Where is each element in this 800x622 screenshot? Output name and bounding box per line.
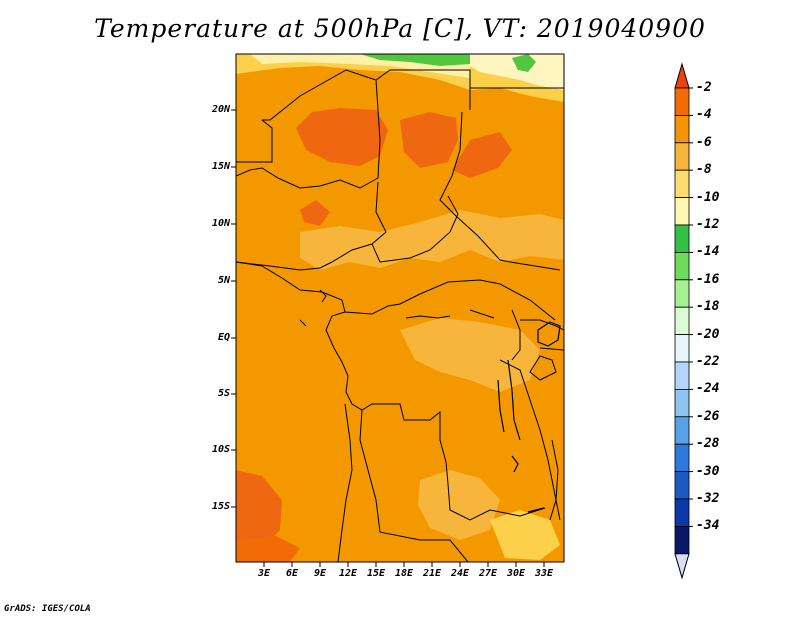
colorbar-segment (674, 224, 690, 253)
colorbar-segment (674, 498, 690, 527)
map-frame (235, 53, 565, 563)
warm-patch-southwest (236, 470, 282, 556)
lon-label-15e: 15E (366, 568, 386, 579)
lat-label-eq: EQ (217, 332, 230, 343)
temperature-field (236, 54, 564, 562)
northern-green-patch (360, 54, 470, 66)
colorbar-segment (674, 87, 690, 116)
colorbar-segment (674, 251, 690, 281)
lon-label-6e: 6E (285, 568, 299, 579)
lon-label-3e: 3E (257, 568, 271, 579)
lon-label-30e: 30E (506, 568, 526, 579)
colorbar-label: -18 (696, 299, 720, 315)
colorbar-segment (674, 279, 690, 308)
colorbar-segment (674, 471, 690, 500)
southeast-cool-patch (490, 510, 560, 560)
colorbar-segment (674, 361, 690, 390)
colorbar-label: -16 (696, 271, 720, 287)
lat-label-5n: 5N (217, 275, 230, 286)
lon-label-9e: 9E (313, 568, 327, 579)
lon-label-24e: 24E (450, 568, 470, 579)
colorbar-label: -12 (696, 217, 720, 232)
colorbar-label: -10 (696, 189, 720, 205)
temperature-background (236, 54, 564, 562)
lon-label-27e: 27E (478, 568, 498, 579)
colorbar-segment (674, 416, 690, 445)
colorbar-label: -2 (696, 80, 712, 95)
warm-patch-central-sahel (400, 112, 458, 168)
colorbar-bottom-arrow (674, 553, 690, 580)
lat-label-10s: 10S (211, 444, 230, 455)
colorbar-segment (674, 306, 690, 336)
grads-credit: GrADS: IGES/COLA (4, 604, 91, 614)
lon-label-21e: 21E (422, 568, 442, 579)
lon-label-33e: 33E (534, 568, 554, 579)
warm-patch-east-sahel (452, 132, 512, 178)
colorbar-label: -20 (696, 326, 720, 342)
congo-cool-patch (400, 318, 540, 392)
map-title: Temperature at 500hPa [C], VT: 201904090… (94, 14, 706, 43)
lon-label-18e: 18E (394, 568, 414, 579)
colorbar-segment (674, 388, 690, 418)
colorbar-label: -14 (696, 244, 720, 260)
colorbar-label: -26 (696, 408, 720, 424)
colorbar-segment (674, 142, 690, 171)
colorbar-segment (674, 526, 690, 555)
colorbar-label: -30 (696, 463, 720, 479)
colorbar-label: -34 (696, 518, 720, 534)
lat-label-20n: 20N (211, 104, 230, 115)
colorbar-segment (674, 443, 690, 473)
colorbar (674, 62, 693, 580)
colorbar-segment (674, 197, 690, 226)
central-cool-band (300, 210, 564, 270)
lat-label-15s: 15S (211, 501, 230, 512)
colorbar-label: -4 (696, 107, 712, 123)
warm-patch-west-sahel (296, 108, 388, 166)
colorbar-label: -22 (696, 354, 720, 369)
lat-label-10n: 10N (211, 218, 230, 229)
northeast-green-patch (512, 54, 536, 72)
lat-label-15n: 15N (211, 161, 230, 172)
lat-ticks (231, 109, 236, 508)
colorbar-segment (674, 115, 690, 144)
colorbar-label: -24 (696, 381, 720, 397)
warm-patch-small (300, 200, 330, 226)
lat-label-5s: 5S (217, 388, 230, 399)
colorbar-label: -8 (696, 162, 712, 178)
colorbar-segment (674, 334, 690, 363)
colorbar-label: -28 (696, 436, 720, 452)
lon-ticks (263, 562, 545, 567)
colorbar-label: -32 (696, 491, 720, 506)
lon-label-12e: 12E (338, 568, 358, 579)
lake-outlines (497, 321, 561, 513)
warm-patch-south-edge (236, 536, 300, 562)
colorbar-top-arrow (674, 62, 690, 89)
colorbar-label: -6 (696, 134, 712, 150)
southern-cool-patch (418, 470, 500, 540)
northeast-pale-band (470, 54, 564, 90)
colorbar-segment (674, 169, 690, 198)
